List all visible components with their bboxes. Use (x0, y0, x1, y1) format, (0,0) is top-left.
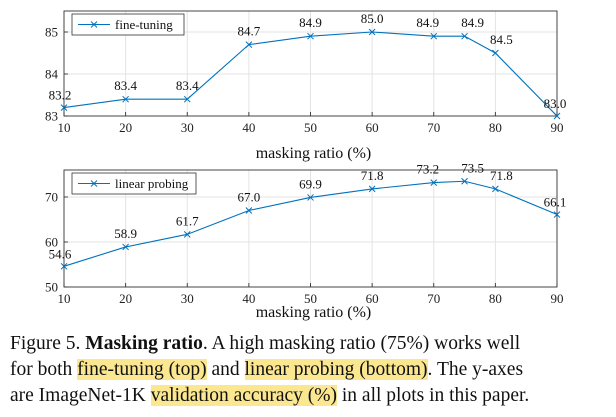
data-label: 83.0 (544, 96, 567, 111)
caption-highlight: validation accuracy (%) (150, 385, 337, 406)
x-tick-label: 10 (58, 291, 71, 306)
y-tick-label: 84 (45, 67, 59, 82)
series-line (63, 180, 558, 267)
legend-label: fine-tuning (115, 17, 173, 32)
x-tick-label: 60 (366, 120, 379, 135)
x-tick-label: 50 (304, 291, 317, 306)
data-label: 85.0 (361, 11, 384, 26)
data-label: 84.7 (238, 24, 261, 39)
data-point-marker (60, 262, 68, 270)
caption-text: . The y-axes (427, 359, 524, 380)
x-axis-label: masking ratio (%) (256, 145, 372, 162)
legend-marker (90, 180, 98, 187)
data-label: 84.9 (299, 15, 322, 30)
data-label: 84.9 (416, 15, 439, 30)
x-tick-label: 70 (427, 291, 440, 306)
data-point-marker (122, 243, 129, 251)
y-tick-label: 70 (45, 190, 58, 205)
legend: linear probing (71, 172, 197, 195)
y-tick-label: 85 (45, 25, 58, 40)
figure-canvas: 10 20 30 40 50 60 70 80 90 83 84 85 masking ratio (%… (45, 10, 567, 321)
data-point-marker (492, 185, 499, 193)
data-point-marker (307, 194, 314, 201)
y-tick-label: 50 (45, 280, 58, 295)
x-tick-label: 80 (489, 120, 502, 135)
data-point-marker (461, 177, 468, 185)
x-tick-label: 50 (304, 120, 317, 135)
caption-text: in all plots in this paper. (337, 385, 530, 406)
data-label: 66.1 (544, 195, 567, 210)
data-label: 58.9 (114, 226, 137, 241)
data-point-marker (245, 41, 253, 48)
x-tick-label: 70 (427, 120, 440, 135)
data-label: 73.5 (461, 160, 484, 175)
caption-text: . A high masking ratio (75%) works well (202, 333, 521, 354)
data-label: 71.8 (361, 168, 384, 183)
caption-line-1: Figure 5. Masking ratio. A high masking … (10, 331, 610, 357)
legend-box (71, 172, 197, 195)
data-label: 84.9 (461, 15, 484, 30)
x-tick-label: 40 (242, 291, 255, 306)
data-point-marker (183, 230, 191, 238)
caption-text: and (206, 359, 245, 380)
caption-line-2: for both fine-tuning (top) and linear pr… (10, 357, 610, 383)
data-point-marker (183, 95, 191, 103)
data-point-marker (368, 185, 376, 193)
x-tick-label: 10 (58, 120, 71, 135)
caption-figure-number: Figure 5. (10, 333, 86, 354)
data-point-marker (553, 112, 561, 120)
figure-caption: Figure 5. Masking ratio. A high masking … (10, 331, 610, 409)
caption-title: Masking ratio (85, 333, 203, 354)
legend-label: linear probing (115, 176, 189, 191)
x-tick-label: 30 (181, 291, 194, 306)
x-tick-label: 40 (242, 120, 255, 135)
legend-box (71, 13, 185, 36)
caption-text: are ImageNet-1K (10, 385, 151, 406)
x-tick-label: 80 (489, 291, 502, 306)
data-label: 73.2 (416, 162, 439, 177)
y-tick-label: 83 (45, 109, 58, 124)
caption-highlight: linear probing (bottom) (244, 359, 428, 380)
caption-text: for both (10, 359, 78, 380)
data-point-marker (60, 104, 68, 111)
x-tick-label: 90 (551, 291, 564, 306)
data-point-marker (122, 95, 129, 103)
data-label: 83.4 (114, 78, 137, 93)
data-label: 71.8 (490, 168, 513, 183)
fine-tuning-chart: 10 20 30 40 50 60 70 80 90 83 84 85 masking ratio (%… (45, 10, 567, 162)
y-tick-label: 60 (45, 235, 58, 250)
data-label: 54.6 (49, 246, 72, 261)
linear-probing-chart: 10 20 30 40 50 60 70 80 90 50 60 70 masking ratio (%… (45, 160, 566, 321)
legend-marker (90, 21, 98, 28)
data-point-marker (307, 32, 314, 40)
x-tick-label: 90 (551, 120, 564, 135)
data-label: 69.9 (299, 176, 322, 191)
data-label: 83.4 (176, 78, 199, 93)
data-point-marker (492, 49, 499, 57)
data-label: 83.2 (49, 88, 72, 103)
caption-line-3: are ImageNet-1K validation accuracy (%) … (10, 383, 610, 409)
x-tick-label: 20 (119, 120, 132, 135)
data-point-marker (553, 211, 561, 218)
x-tick-label: 20 (119, 291, 132, 306)
data-point-marker (245, 207, 253, 214)
x-tick-label: 60 (366, 291, 379, 306)
data-label: 67.0 (238, 190, 261, 205)
legend: fine-tuning (71, 13, 185, 36)
data-label: 61.7 (176, 213, 199, 228)
series-line (63, 31, 558, 117)
data-point-marker (461, 32, 468, 40)
x-axis-label: masking ratio (%) (256, 304, 372, 321)
data-point-marker (430, 32, 438, 40)
x-tick-label: 30 (181, 120, 194, 135)
caption-highlight: fine-tuning (top) (77, 359, 207, 380)
data-point-marker (368, 28, 376, 36)
data-point-marker (430, 179, 438, 186)
data-label: 84.5 (490, 32, 513, 47)
